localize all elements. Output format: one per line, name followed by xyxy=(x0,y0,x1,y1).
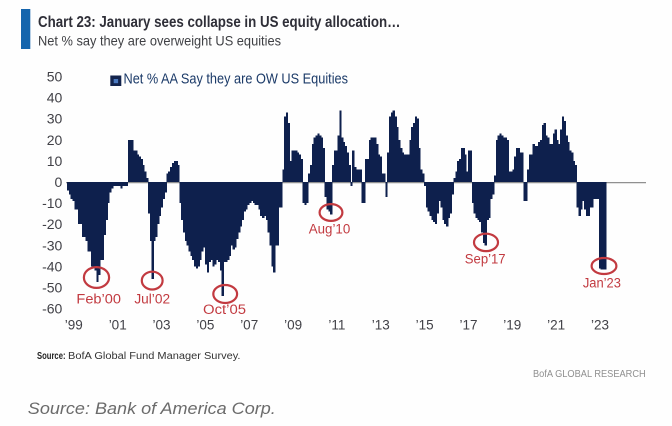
svg-text:20: 20 xyxy=(47,132,63,148)
svg-text:’19: ’19 xyxy=(503,317,521,332)
svg-text:Net % AA Say they are OW US Eq: Net % AA Say they are OW US Equities xyxy=(124,71,349,88)
svg-text:’09: ’09 xyxy=(284,317,302,332)
svg-text:Chart 23: January sees collaps: Chart 23: January sees collapse in US eq… xyxy=(38,14,401,31)
svg-text:Jan’23: Jan’23 xyxy=(583,276,621,291)
svg-text:Source:: Source: xyxy=(37,351,66,362)
svg-text:10: 10 xyxy=(47,153,63,169)
svg-text:0: 0 xyxy=(55,174,63,190)
svg-text:’07: ’07 xyxy=(240,317,258,332)
svg-text:Net % say they are overweight: Net % say they are overweight US equitie… xyxy=(38,32,281,48)
svg-text:’99: ’99 xyxy=(65,317,83,332)
svg-text:Aug’10: Aug’10 xyxy=(309,222,351,237)
svg-text:Sep’17: Sep’17 xyxy=(465,251,506,266)
svg-text:’11: ’11 xyxy=(328,317,345,332)
svg-text:’21: ’21 xyxy=(547,317,565,332)
svg-text:Source: Bank of America Corp.: Source: Bank of America Corp. xyxy=(28,399,276,418)
svg-text:’13: ’13 xyxy=(372,317,390,332)
svg-text:-20: -20 xyxy=(42,216,62,232)
svg-text:’03: ’03 xyxy=(152,317,170,332)
svg-text:BofA GLOBAL RESEARCH: BofA GLOBAL RESEARCH xyxy=(533,369,646,380)
svg-text:-10: -10 xyxy=(42,195,62,211)
svg-text:40: 40 xyxy=(47,90,63,106)
svg-text:-60: -60 xyxy=(42,301,62,317)
svg-text:Jul’02: Jul’02 xyxy=(134,291,170,306)
svg-text:30: 30 xyxy=(47,111,63,127)
svg-text:’15: ’15 xyxy=(416,317,434,332)
svg-text:’01: ’01 xyxy=(109,317,127,332)
svg-text:’17: ’17 xyxy=(459,317,477,332)
svg-text:-40: -40 xyxy=(42,258,62,274)
svg-text:Feb’00: Feb’00 xyxy=(76,291,121,306)
svg-text:’05: ’05 xyxy=(196,317,214,332)
svg-text:-50: -50 xyxy=(42,280,62,296)
svg-text:’23: ’23 xyxy=(591,317,609,332)
svg-text:-30: -30 xyxy=(42,237,62,253)
svg-text:Oct’05: Oct’05 xyxy=(203,302,246,317)
svg-text:BofA Global Fund Manager Surve: BofA Global Fund Manager Survey. xyxy=(68,351,241,362)
svg-text:50: 50 xyxy=(47,69,63,85)
